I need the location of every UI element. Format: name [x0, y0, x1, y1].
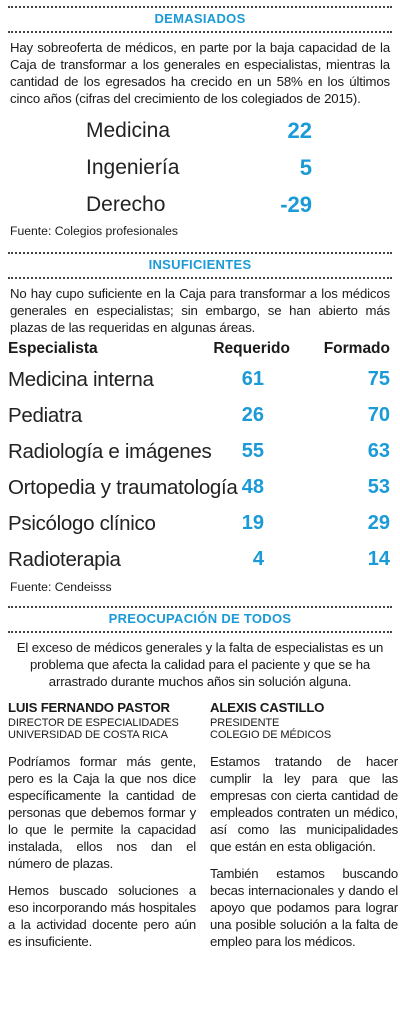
specialty-name: Radiología e imágenes: [8, 440, 212, 463]
speaker-organization: UNIVERSIDAD DE COSTA RICA: [8, 729, 168, 741]
section-title: DEMASIADOS: [154, 11, 246, 26]
source-note: Fuente: Cendeisss: [10, 580, 112, 594]
specialty-name: Medicina interna: [8, 368, 154, 391]
specialist-table: Medicina interna 61 75 Pediatra 26 70 Ra…: [0, 362, 400, 578]
section-intro: No hay cupo suficiente en la Caja para t…: [10, 286, 390, 335]
table-row: Pediatra 26 70: [0, 398, 400, 434]
table-row: Medicina 22: [0, 113, 400, 150]
growth-table: Medicina 22 Ingeniería 5 Derecho -29: [0, 113, 400, 224]
table-row: Ingeniería 5: [0, 150, 400, 187]
quote-paragraph: También estamos buscando becas internaci…: [210, 866, 398, 949]
section-intro: Hay sobreoferta de médicos, en parte por…: [10, 40, 390, 106]
table-row: Derecho -29: [0, 187, 400, 224]
section-preocupacion: PREOCUPACIÓN DE TODOS El exceso de médic…: [0, 606, 400, 949]
growth-value: -29: [280, 192, 312, 217]
dotted-divider: [8, 252, 392, 254]
table-row: Medicina interna 61 75: [0, 362, 400, 398]
dotted-divider: [8, 31, 392, 33]
speaker-organization: COLEGIO DE MÉDICOS: [210, 729, 332, 741]
section-demasiados: DEMASIADOS Hay sobreoferta de médicos, e…: [0, 6, 400, 238]
trained-value: 29: [367, 512, 390, 534]
dotted-divider: [8, 277, 392, 279]
speaker-role: PRESIDENTE: [210, 717, 280, 729]
required-value: 19: [241, 512, 264, 534]
header-specialist: Especialista: [8, 340, 98, 357]
infographic: DEMASIADOS Hay sobreoferta de médicos, e…: [0, 6, 400, 949]
required-value: 26: [241, 404, 264, 426]
career-label: Medicina: [86, 119, 171, 142]
quote-column-pastor: LUIS FERNANDO PASTOR DIRECTOR DE ESPECIA…: [8, 700, 196, 950]
speaker-name: ALEXIS CASTILLO: [210, 700, 325, 715]
trained-value: 63: [367, 440, 390, 462]
table-row: Radioterapia 4 14: [0, 542, 400, 578]
trained-value: 14: [367, 548, 390, 570]
section-title: PREOCUPACIÓN DE TODOS: [108, 611, 292, 626]
trained-value: 70: [367, 404, 390, 426]
header-required: Requerido: [213, 340, 290, 357]
quote-paragraph: Hemos buscado soluciones a eso incorpora…: [8, 883, 196, 949]
required-value: 4: [252, 548, 264, 570]
career-label: Ingeniería: [86, 156, 180, 179]
trained-value: 75: [367, 368, 390, 390]
table-header: Especialista Requerido Formado: [0, 336, 400, 362]
specialty-name: Radioterapia: [8, 548, 121, 571]
dotted-divider: [8, 631, 392, 633]
quote-paragraph: Estamos tratando de hacer cumplir la ley…: [210, 754, 398, 854]
specialty-name: Psicólogo clínico: [8, 512, 156, 535]
growth-value: 22: [287, 118, 312, 143]
trained-value: 53: [367, 476, 390, 498]
speaker-name: LUIS FERNANDO PASTOR: [8, 700, 170, 715]
specialty-name: Ortopedia y traumatología: [8, 476, 238, 499]
dotted-divider: [8, 606, 392, 608]
required-value: 55: [241, 440, 264, 462]
header-trained: Formado: [323, 340, 390, 357]
section-intro: El exceso de médicos generales y la falt…: [16, 640, 384, 689]
table-row: Ortopedia y traumatología 48 53: [0, 470, 400, 506]
required-value: 61: [241, 368, 264, 390]
required-value: 48: [241, 476, 264, 498]
table-row: Radiología e imágenes 55 63: [0, 434, 400, 470]
career-label: Derecho: [86, 193, 166, 216]
section-title: INSUFICIENTES: [148, 257, 252, 272]
dotted-divider: [8, 6, 392, 8]
speaker-role: DIRECTOR DE ESPECIALIDADES: [8, 717, 179, 729]
quote-paragraph: Podríamos formar más gente, pero es la C…: [8, 754, 196, 871]
quote-column-castillo: ALEXIS CASTILLO PRESIDENTE COLEGIO DE MÉ…: [210, 700, 398, 950]
section-insuficientes: INSUFICIENTES No hay cupo suficiente en …: [0, 252, 400, 594]
table-row: Psicólogo clínico 19 29: [0, 506, 400, 542]
source-note: Fuente: Colegios profesionales: [10, 224, 179, 238]
growth-value: 5: [299, 155, 312, 180]
specialty-name: Pediatra: [8, 404, 82, 427]
